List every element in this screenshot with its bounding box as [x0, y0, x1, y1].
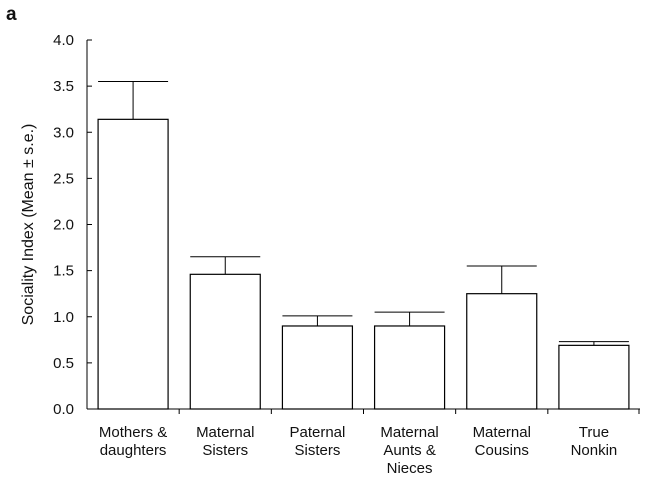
category-label-line: daughters — [100, 442, 167, 459]
y-tick-label: 1.5 — [53, 263, 74, 280]
category-label-line: Maternal — [380, 424, 438, 441]
category-label-line: Aunts & — [383, 442, 436, 459]
category-label: Mothers & daughters — [99, 424, 167, 459]
y-tick-label: 2.5 — [53, 170, 74, 187]
bar — [466, 293, 538, 410]
category-label-line: Nonkin — [571, 442, 618, 459]
category-label: Maternal Cousins — [473, 424, 531, 459]
bar — [97, 118, 169, 410]
y-tick-label: 3.0 — [53, 124, 74, 141]
bar — [558, 344, 630, 410]
category-label: Maternal Aunts & Nieces — [380, 424, 438, 477]
category-label-line: Cousins — [475, 442, 529, 459]
y-tick-label: 0.5 — [53, 355, 74, 372]
category-label-line: Maternal — [473, 424, 531, 441]
category-label: Paternal Sisters — [289, 424, 345, 459]
y-axis: 0.0 0.5 1.0 1.5 2.0 2.5 3.0 3.5 4.0 — [53, 32, 92, 418]
y-tick-label: 0.0 — [53, 401, 74, 418]
y-tick-label: 1.0 — [53, 309, 74, 326]
bars — [97, 118, 630, 410]
bar — [189, 273, 261, 410]
bar — [373, 325, 446, 410]
y-tick-label: 4.0 — [53, 32, 74, 49]
category-label-line: Sisters — [294, 442, 340, 459]
category-label-line: Mothers & — [99, 424, 167, 441]
category-label-line: Paternal — [289, 424, 345, 441]
category-label: Maternal Sisters — [196, 424, 254, 459]
y-tick-label: 2.0 — [53, 217, 74, 234]
x-axis — [87, 408, 640, 414]
error-bars — [98, 81, 629, 346]
category-label: True Nonkin — [571, 424, 618, 459]
bar — [281, 325, 354, 410]
category-label-line: Sisters — [202, 442, 248, 459]
y-tick-label: 3.5 — [53, 78, 74, 95]
category-label-line: Maternal — [196, 424, 254, 441]
category-label-line: True — [579, 424, 609, 441]
category-label-line: Nieces — [387, 460, 433, 477]
panel-label: a — [6, 4, 17, 25]
y-axis-label: Sociality Index (Mean ± s.e.) — [20, 124, 37, 326]
